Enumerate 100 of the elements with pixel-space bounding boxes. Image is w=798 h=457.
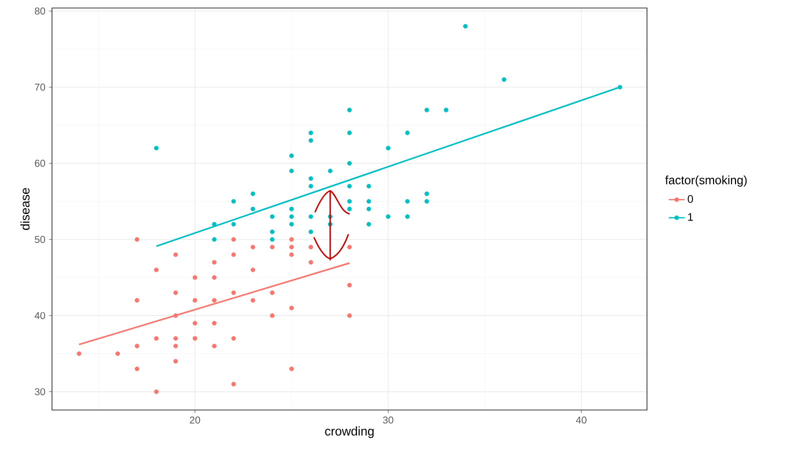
y-tick-label: 30 [34, 388, 46, 396]
point [308, 230, 314, 234]
point [250, 298, 256, 303]
point [231, 237, 236, 242]
point [270, 313, 275, 318]
point [154, 268, 159, 272]
point [289, 214, 294, 219]
point [154, 336, 159, 341]
point [154, 146, 159, 150]
point [347, 130, 352, 136]
point [289, 244, 294, 250]
point [115, 351, 120, 356]
point [270, 244, 275, 250]
x-tick-label: 20 [190, 416, 200, 424]
point [250, 244, 256, 250]
point [212, 260, 217, 265]
point [366, 206, 372, 212]
point [289, 222, 294, 227]
point [444, 108, 448, 112]
point [76, 351, 82, 356]
point [328, 168, 332, 174]
point [134, 298, 140, 303]
point [231, 382, 236, 386]
point [347, 313, 352, 318]
point [231, 252, 236, 257]
point [173, 252, 178, 257]
point [212, 320, 217, 326]
point [289, 237, 294, 242]
point [308, 138, 314, 143]
point [502, 77, 506, 82]
point [289, 153, 294, 158]
point [424, 108, 430, 112]
point [308, 130, 314, 136]
point [134, 366, 140, 372]
point [250, 191, 256, 196]
y-tick-label: 50 [34, 236, 46, 243]
point [173, 344, 178, 348]
point [347, 108, 352, 112]
y-tick-label: 80 [34, 8, 46, 15]
point [424, 191, 430, 196]
x-tick-label: 40 [576, 416, 586, 424]
point [366, 199, 372, 204]
point [192, 336, 198, 341]
point [173, 336, 178, 341]
point [347, 161, 352, 166]
point [618, 84, 622, 90]
point [289, 306, 294, 310]
point [308, 260, 314, 265]
point [347, 282, 352, 288]
point [424, 199, 430, 204]
point [212, 344, 217, 348]
legend-label: 0 [688, 195, 693, 203]
point [366, 222, 372, 227]
point [289, 366, 294, 372]
point [231, 336, 236, 341]
point [173, 313, 178, 318]
point [289, 168, 294, 174]
point [405, 214, 410, 219]
point [212, 275, 217, 280]
point [463, 24, 468, 29]
point [250, 268, 256, 272]
point [231, 222, 236, 227]
point [154, 389, 159, 394]
point [289, 252, 294, 257]
point [405, 130, 410, 136]
point [347, 244, 352, 250]
point [134, 237, 140, 242]
point [405, 199, 410, 204]
point [386, 146, 390, 150]
point [308, 176, 314, 181]
point [270, 290, 275, 296]
point [347, 199, 352, 204]
point [173, 358, 178, 364]
point [173, 290, 178, 296]
y-tick-label: 40 [34, 312, 46, 320]
point [270, 237, 275, 242]
point [192, 275, 198, 280]
point [231, 290, 236, 296]
point [270, 214, 275, 219]
point [192, 320, 198, 326]
point [134, 344, 140, 348]
point [308, 244, 314, 250]
x-tick-label: 30 [382, 416, 394, 424]
point [270, 230, 275, 234]
point [250, 206, 256, 212]
legend-label: 1 [688, 213, 693, 221]
x-axis-title: crowding [325, 426, 374, 438]
y-tick-label: 60 [34, 160, 46, 167]
point [366, 184, 372, 188]
point [289, 206, 294, 212]
point [308, 184, 314, 188]
point [212, 237, 217, 242]
point [347, 184, 352, 188]
point [212, 298, 217, 303]
point [308, 214, 314, 219]
point [386, 214, 390, 219]
point [347, 206, 352, 212]
point [231, 199, 236, 204]
y-axis-title: disease [20, 188, 30, 230]
y-tick-label: 70 [34, 84, 46, 91]
